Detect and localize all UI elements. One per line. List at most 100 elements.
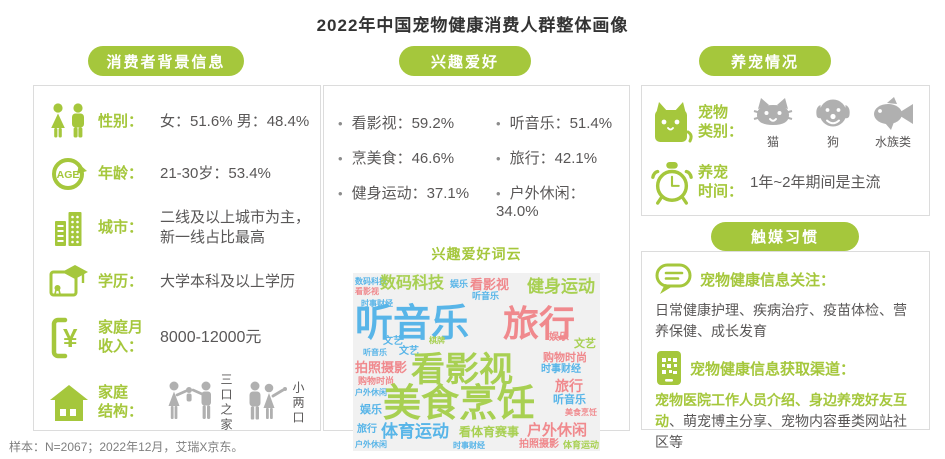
word-cloud-word: 旅行 xyxy=(555,378,583,394)
word-cloud-word: 棋牌 xyxy=(429,336,445,345)
word-cloud-word: 听音乐 xyxy=(355,303,470,345)
pet-ownership-panel: 宠物 类别： 猫 xyxy=(641,85,930,216)
word-cloud-word: 户外休闲 xyxy=(355,440,387,449)
word-cloud-word: 看体育赛事 xyxy=(459,425,520,439)
interest-item: 听音乐：51.4% xyxy=(496,112,626,133)
word-cloud-word: 时事财经 xyxy=(541,364,581,375)
word-cloud-word: 旅行 xyxy=(357,424,377,435)
word-cloud-word: 购物时尚 xyxy=(543,352,587,364)
gender-row: 性别： 女：51.6% 男：48.4% xyxy=(46,98,309,146)
young-couple-group: 小两口 xyxy=(242,377,305,429)
word-cloud-word: 购物时尚 xyxy=(358,376,395,386)
speech-bubble-icon xyxy=(655,263,692,294)
word-cloud-word: 看影视 xyxy=(355,287,379,296)
word-cloud-word: 文艺 xyxy=(574,338,596,350)
gender-label: 性别： xyxy=(98,112,144,130)
interest-item: 看影视：59.2% xyxy=(338,112,496,133)
svg-text:¥: ¥ xyxy=(63,323,78,353)
education-label: 学历： xyxy=(98,272,144,290)
section-header-consumer-background: 消费者背景信息 xyxy=(88,46,244,76)
sample-note: 样本：N=2067；2022年12月，艾瑞X京东。 xyxy=(9,440,244,454)
dog-face-icon xyxy=(816,99,850,126)
pet-duration-row: 养宠 时间： 1年~2年期间是主流 xyxy=(650,156,880,210)
pet-item-dog: 狗 xyxy=(810,97,856,150)
word-cloud-word: 时事财经 xyxy=(361,299,393,308)
word-cloud-word: 听音乐 xyxy=(472,291,500,301)
income-label: 家庭月 收入： xyxy=(98,319,144,355)
income-icon: ¥ xyxy=(46,316,92,360)
education-row: 学历： 大学本科及以上学历 xyxy=(46,258,295,306)
word-cloud-word: 美食烹饪 xyxy=(383,383,536,425)
family-of-three-icon xyxy=(168,381,211,419)
word-cloud-word: 拍照摄影 xyxy=(355,360,408,375)
word-cloud-word: 拍照摄影 xyxy=(519,439,559,450)
word-cloud-word: 美食烹饪 xyxy=(565,408,597,417)
education-icon xyxy=(46,263,92,301)
word-cloud-word: 娱乐 xyxy=(549,332,569,343)
health-info-focus-header: 宠物健康信息关注： xyxy=(655,262,916,296)
consumer-background-panel: 性别： 女：51.6% 男：48.4% AGE 年龄： 21-30岁：53.4% xyxy=(33,85,321,433)
word-cloud-word: 户外休闲 xyxy=(527,422,588,439)
health-info-channel-title: 宠物健康信息获取渠道： xyxy=(690,360,856,378)
word-cloud-word: 体育运动 xyxy=(563,440,600,450)
channel-highlight-text: 宠物医院工作人员介绍、身边养宠好友互动 xyxy=(655,392,907,429)
word-cloud-word: 户外休闲 xyxy=(355,388,387,397)
interest-item: 烹美食：46.6% xyxy=(338,147,496,168)
family-structure-row: 家庭 结构： 三口之家 xyxy=(46,373,305,433)
pet-item-cat: 猫 xyxy=(750,97,796,150)
interest-list: 看影视：59.2% 听音乐：51.4% 烹美食：46.6% 旅行：42.1% 健… xyxy=(324,86,629,220)
word-cloud-word: 文艺 xyxy=(399,346,419,357)
phone-qr-icon xyxy=(657,351,681,385)
pet-type-label: 宠物 类别： xyxy=(698,104,744,140)
gender-icon xyxy=(46,103,92,141)
city-label: 城市： xyxy=(98,218,144,236)
city-row: 城市： 二线及以上城市为主， 新一线占比最高 xyxy=(46,200,310,256)
word-cloud-title: 兴趣爱好词云 xyxy=(431,246,522,262)
family-of-three-group: 三口之家 xyxy=(164,373,233,433)
health-info-focus-text: 日常健康护理、疾病治疗、疫苗体检、营养保健、成长发育 xyxy=(655,302,907,339)
clock-icon xyxy=(650,159,694,207)
word-cloud-word: 听音乐 xyxy=(363,348,387,357)
section-header-media-habits: 触媒习惯 xyxy=(711,222,859,251)
young-couple-caption: 小两口 xyxy=(291,380,305,426)
cat-icon xyxy=(650,100,694,146)
gender-value: 女：51.6% 男：48.4% xyxy=(160,112,310,130)
age-row: AGE 年龄： 21-30岁：53.4% xyxy=(46,150,271,198)
word-cloud-word: 娱乐 xyxy=(450,279,469,289)
channel-rest-text: 、萌宠博主分享、宠物内容垂类网站社区等 xyxy=(655,413,907,450)
family-structure-label: 家庭 结构： xyxy=(98,384,144,420)
education-value: 大学本科及以上学历 xyxy=(160,272,296,290)
health-info-focus-title: 宠物健康信息关注： xyxy=(700,271,836,289)
svg-text:AGE: AGE xyxy=(57,169,80,181)
page-title: 2022年中国宠物健康消费人群整体画像 xyxy=(316,16,629,35)
word-cloud-word: 时事财经 xyxy=(453,441,485,450)
age-label: 年龄： xyxy=(98,164,144,182)
word-cloud: 数码科技 看影视 数码科技 娱乐 看影视 听音乐 健身运动 时事财经 听音乐 旅行 听音乐 文艺 棋牌娱… xyxy=(353,273,600,451)
house-icon xyxy=(46,383,92,423)
interest-item: 健身运动：37.1% xyxy=(338,182,496,220)
cat-face-icon xyxy=(753,97,793,125)
pet-caption-cat: 猫 xyxy=(766,134,779,149)
young-couple-icon xyxy=(249,381,287,420)
word-cloud-word: 听音乐 xyxy=(553,394,586,406)
fish-icon xyxy=(874,96,913,130)
income-value: 8000-12000元 xyxy=(160,329,262,347)
interest-item: 旅行：42.1% xyxy=(496,147,626,168)
word-cloud-word: 文艺 xyxy=(383,336,403,347)
pet-duration-value: 1年~2年期间是主流 xyxy=(750,173,881,191)
age-icon: AGE xyxy=(46,154,92,194)
word-cloud-word: 旅行 xyxy=(503,303,576,344)
age-value: 21-30岁：53.4% xyxy=(160,164,271,182)
city-icon xyxy=(46,208,92,248)
family-of-three-caption: 三口之家 xyxy=(219,373,233,433)
income-row: ¥ 家庭月 收入： 8000-12000元 xyxy=(46,308,261,368)
pet-type-row: 宠物 类别： 猫 xyxy=(650,94,916,152)
health-info-channel-header: 宠物健康信息获取渠道： xyxy=(655,350,916,386)
word-cloud-word: 体育运动 xyxy=(381,422,449,441)
pet-item-fish: 水族类 xyxy=(870,96,916,150)
word-cloud-word: 健身运动 xyxy=(527,277,595,296)
word-cloud-word: 看影视 xyxy=(411,351,513,389)
pet-type-list: 猫 狗 xyxy=(750,96,916,150)
word-cloud-word: 数码科技 xyxy=(355,277,387,286)
city-value: 二线及以上城市为主， 新一线占比最高 xyxy=(160,208,311,246)
